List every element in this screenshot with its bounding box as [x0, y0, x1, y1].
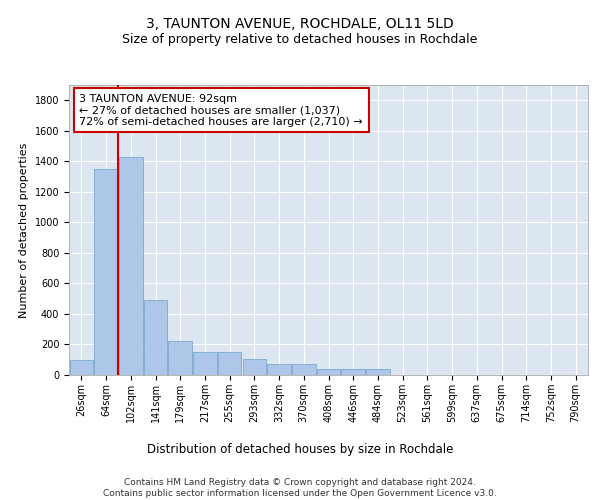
Bar [268, 364, 291, 375]
Bar [119, 156, 143, 375]
Text: Size of property relative to detached houses in Rochdale: Size of property relative to detached ho… [122, 32, 478, 46]
Bar [144, 300, 167, 375]
Bar [193, 352, 217, 375]
Text: 3 TAUNTON AVENUE: 92sqm
← 27% of detached houses are smaller (1,037)
72% of semi: 3 TAUNTON AVENUE: 92sqm ← 27% of detache… [79, 94, 363, 127]
Bar [292, 364, 316, 375]
Bar [169, 342, 192, 375]
Bar [70, 360, 93, 375]
Bar [341, 369, 365, 375]
Text: Contains HM Land Registry data © Crown copyright and database right 2024.
Contai: Contains HM Land Registry data © Crown c… [103, 478, 497, 498]
Bar [242, 359, 266, 375]
Bar [366, 369, 389, 375]
Bar [218, 352, 241, 375]
Y-axis label: Number of detached properties: Number of detached properties [19, 142, 29, 318]
Text: 3, TAUNTON AVENUE, ROCHDALE, OL11 5LD: 3, TAUNTON AVENUE, ROCHDALE, OL11 5LD [146, 18, 454, 32]
Bar [317, 368, 340, 375]
Text: Distribution of detached houses by size in Rochdale: Distribution of detached houses by size … [147, 442, 453, 456]
Bar [94, 169, 118, 375]
